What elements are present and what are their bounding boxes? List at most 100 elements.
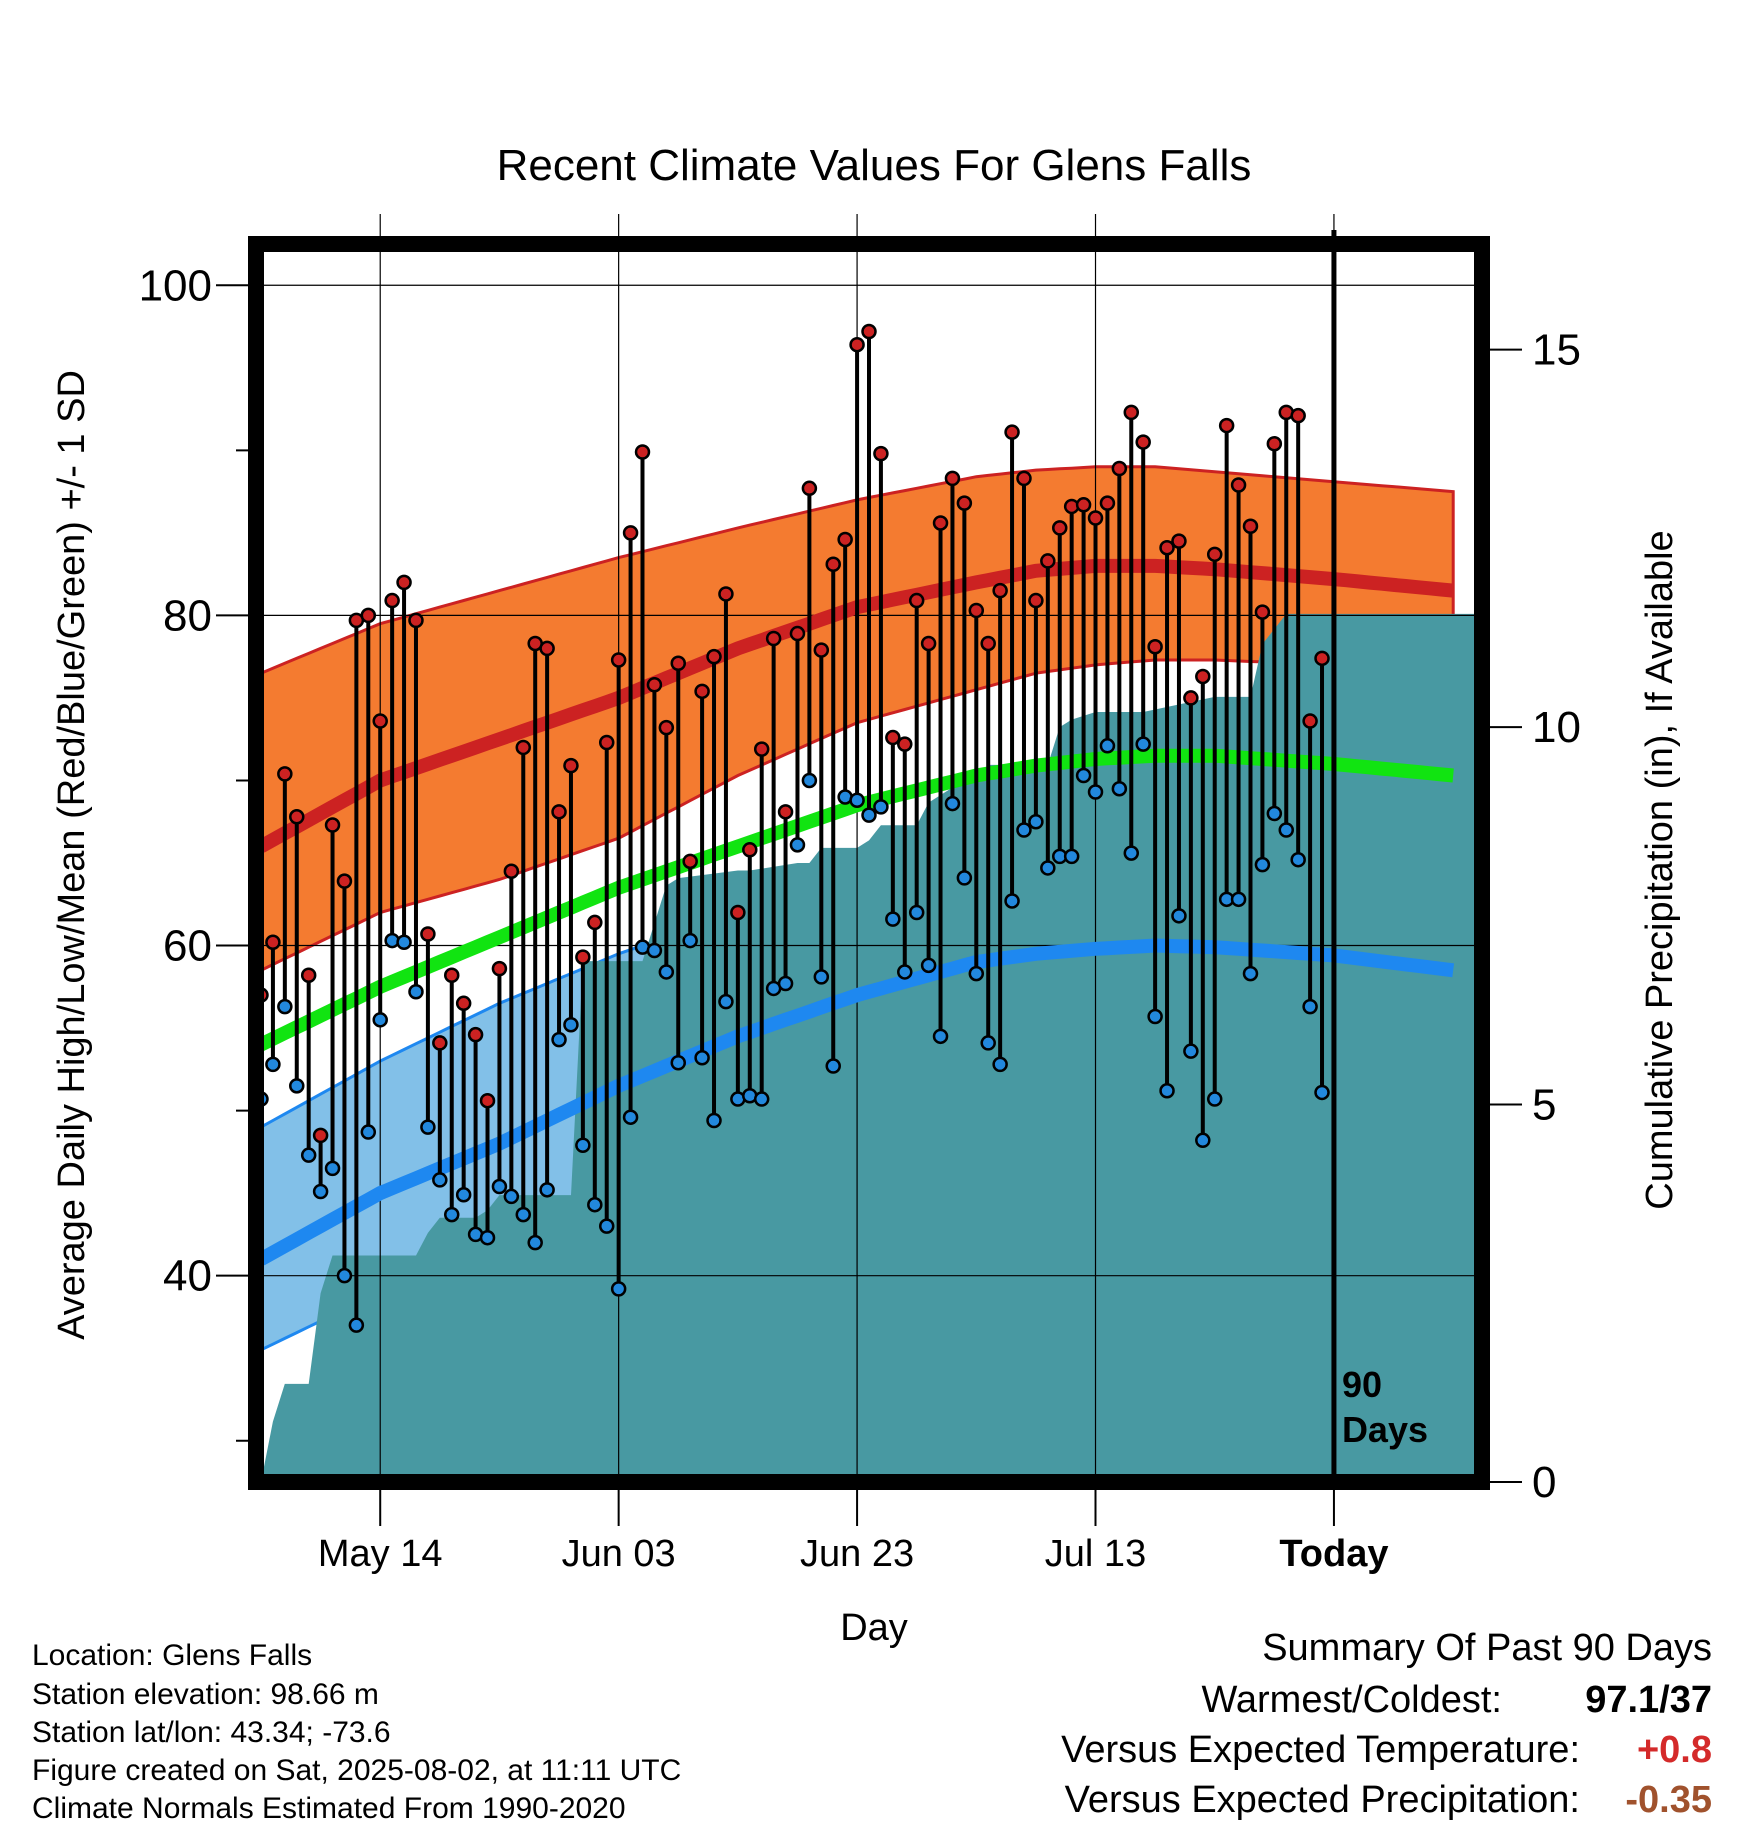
low-point	[300, 1147, 317, 1163]
low-point	[825, 1058, 841, 1074]
high-point	[1195, 668, 1211, 685]
low-point	[1063, 848, 1080, 865]
high-point	[587, 914, 603, 931]
low-point	[1183, 1043, 1199, 1059]
low-point	[289, 1078, 305, 1094]
low-point	[1159, 1083, 1175, 1099]
high-point	[813, 642, 830, 658]
low-point	[1314, 1084, 1330, 1101]
high-point	[777, 804, 794, 820]
summary-panel: Summary Of Past 90 Days Warmest/Coldest:…	[1061, 1627, 1712, 1821]
high-point	[360, 607, 377, 624]
low-point	[801, 772, 818, 789]
high-point	[1004, 424, 1020, 440]
low-point	[491, 1178, 508, 1195]
summary-temp-value: +0.8	[1637, 1729, 1712, 1771]
low-point	[861, 807, 877, 823]
low-point	[420, 1119, 436, 1135]
high-point	[885, 729, 901, 746]
low-point	[1195, 1132, 1211, 1149]
high-point	[551, 804, 567, 820]
high-point	[730, 904, 746, 921]
high-point	[1087, 510, 1104, 526]
low-point	[455, 1187, 472, 1203]
low-point	[348, 1317, 365, 1333]
low-point	[682, 932, 698, 949]
high-point	[1183, 690, 1199, 706]
high-point	[753, 741, 770, 757]
low-point	[515, 1206, 532, 1223]
high-point	[825, 556, 841, 572]
low-normal-line	[257, 938, 1455, 1266]
low-point	[897, 964, 913, 980]
high-point	[300, 967, 317, 983]
low-point	[753, 1091, 770, 1107]
summary-temp-label: Versus Expected Temperature:	[1061, 1729, 1580, 1771]
high-point	[455, 995, 472, 1012]
low-point	[622, 1109, 639, 1125]
station-info: Location: Glens Falls Station elevation:…	[32, 1639, 681, 1825]
y-tick-label: 100	[139, 261, 212, 310]
y2-tick-label: 0	[1532, 1458, 1556, 1507]
high-point	[849, 336, 865, 353]
high-point	[432, 1035, 448, 1051]
high-point	[861, 323, 877, 340]
x-tick-label: Jun 23	[800, 1533, 914, 1575]
high-point	[980, 635, 996, 652]
summary-title: Summary Of Past 90 Days	[1262, 1627, 1712, 1669]
high-point	[956, 495, 973, 511]
high-point	[646, 676, 663, 693]
high-point	[1254, 604, 1271, 620]
high-point	[1111, 460, 1128, 477]
low-point	[1075, 767, 1092, 784]
high-point	[908, 592, 925, 609]
high-point	[1230, 477, 1247, 493]
high-point	[1206, 546, 1223, 563]
high-point	[1075, 497, 1092, 513]
low-point	[1099, 738, 1116, 754]
axes: 40 60 80 100 0 5 10 15 May 14 Jun 03 Jun 23 Jul 13 T…	[139, 261, 1581, 1575]
low-point	[1206, 1091, 1223, 1107]
low-point	[563, 1017, 579, 1033]
high-point	[932, 515, 949, 531]
high-point	[897, 736, 913, 752]
low-point	[1266, 805, 1283, 822]
low-point	[265, 1056, 281, 1073]
precipitation-area	[261, 613, 1477, 1482]
low-point	[336, 1267, 353, 1284]
high-point	[873, 445, 889, 462]
low-point	[1040, 860, 1056, 876]
low-point	[885, 911, 901, 927]
daily-points	[253, 323, 1330, 1333]
high-point	[598, 734, 615, 751]
low-point	[670, 1054, 687, 1071]
low-point	[1278, 822, 1295, 838]
high-point	[944, 470, 961, 487]
info-location: Location: Glens Falls	[32, 1639, 312, 1672]
low-point	[1242, 965, 1259, 982]
low-point	[1302, 998, 1318, 1015]
low-point	[908, 904, 925, 921]
high-point	[742, 842, 758, 858]
low-point	[1135, 736, 1151, 752]
high-point	[718, 586, 734, 602]
high-point	[539, 640, 555, 657]
precip-area	[261, 613, 1477, 1482]
high-point	[1242, 518, 1259, 535]
high-point	[1314, 650, 1330, 667]
high-point	[670, 655, 687, 672]
high-point	[1028, 592, 1044, 609]
high-point	[968, 602, 985, 619]
summary-precip-value: -0.35	[1625, 1779, 1712, 1821]
high-point	[324, 817, 341, 833]
high-point	[479, 1092, 496, 1109]
high-point	[1159, 539, 1175, 556]
high-point	[396, 574, 412, 591]
summary-precip-label: Versus Expected Precipitation:	[1065, 1779, 1580, 1821]
high-point	[467, 1026, 484, 1043]
high-point	[515, 739, 532, 756]
x-tick-label: May 14	[318, 1533, 443, 1575]
high-point	[1016, 470, 1032, 487]
high-point	[610, 652, 627, 668]
low-point	[1016, 822, 1032, 838]
